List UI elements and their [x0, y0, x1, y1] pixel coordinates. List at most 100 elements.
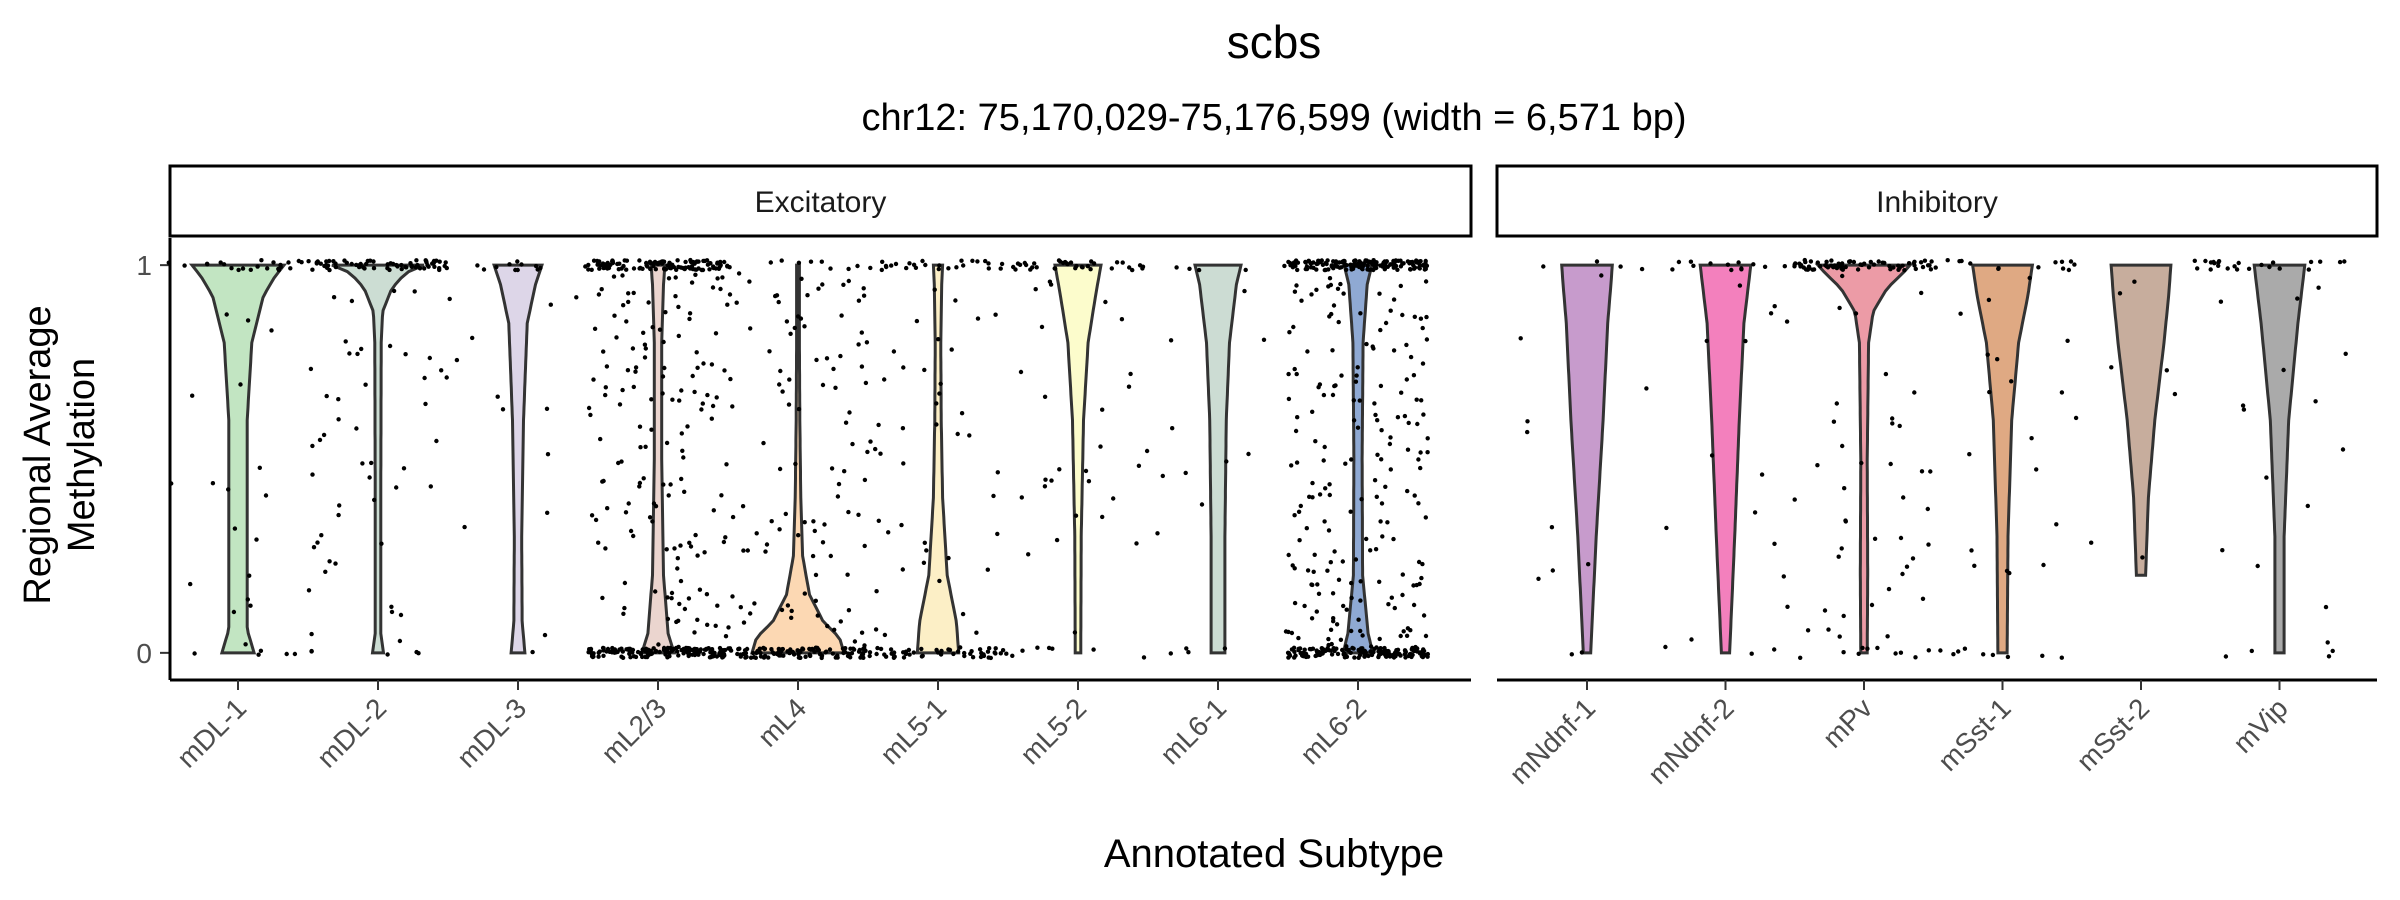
data-point — [1400, 312, 1405, 318]
data-point — [1404, 377, 1410, 382]
data-point — [1837, 305, 1842, 311]
data-point — [1379, 428, 1384, 433]
data-point — [846, 278, 851, 284]
data-point — [2267, 264, 2272, 270]
data-point — [1322, 444, 1327, 450]
data-point — [847, 410, 852, 415]
data-point — [401, 466, 407, 471]
data-point — [767, 349, 772, 354]
data-point — [226, 487, 231, 492]
data-point — [1349, 267, 1354, 272]
data-point — [867, 653, 872, 659]
data-point — [1871, 262, 1877, 267]
data-point — [1599, 273, 1604, 278]
data-point — [1405, 447, 1411, 452]
data-point — [724, 462, 729, 467]
data-point — [637, 484, 642, 489]
data-point — [714, 395, 719, 400]
data-point — [901, 655, 907, 660]
data-point — [631, 654, 637, 659]
data-point — [2240, 403, 2246, 408]
data-point — [959, 411, 965, 416]
data-point — [1418, 316, 1424, 321]
data-point — [403, 352, 408, 357]
data-point — [2326, 654, 2332, 659]
data-point — [586, 262, 591, 268]
data-point — [1938, 648, 1943, 653]
data-point — [1242, 288, 1247, 294]
data-point — [846, 266, 851, 272]
data-point — [1365, 263, 1370, 268]
data-point — [975, 316, 981, 321]
data-point — [2246, 266, 2252, 271]
data-point — [1336, 577, 1342, 582]
data-point — [2212, 261, 2217, 266]
data-point — [1340, 559, 1346, 564]
data-point — [2034, 467, 2039, 472]
data-point — [542, 632, 548, 638]
data-point — [677, 398, 682, 403]
data-point — [865, 449, 870, 455]
violin-group — [306, 258, 449, 657]
data-point — [1772, 304, 1777, 309]
data-point — [960, 611, 966, 617]
data-point — [1296, 635, 1301, 641]
data-point — [1119, 317, 1125, 322]
violin-mL5-1 — [915, 263, 961, 655]
data-point — [810, 553, 816, 559]
data-point — [1408, 267, 1413, 272]
data-point — [1897, 265, 1902, 270]
data-point — [690, 266, 696, 272]
data-point — [600, 261, 606, 266]
data-point — [802, 324, 807, 329]
data-point — [372, 497, 377, 503]
data-point — [1286, 396, 1292, 402]
data-point — [333, 561, 338, 566]
data-point — [1286, 552, 1291, 558]
data-point — [992, 650, 997, 655]
data-point — [833, 385, 838, 390]
data-point — [615, 261, 620, 267]
data-point — [761, 440, 766, 446]
data-point — [1423, 633, 1429, 639]
data-point — [1421, 647, 1426, 652]
data-point — [946, 266, 951, 271]
violin-mVip — [2252, 263, 2307, 655]
data-point — [901, 461, 906, 466]
data-point — [2059, 655, 2064, 660]
data-point — [939, 648, 944, 654]
y-axis-label-line-1: Regional Average — [17, 305, 59, 604]
data-point — [603, 546, 608, 551]
data-point — [1865, 646, 1870, 651]
data-point — [920, 653, 925, 658]
data-point — [1334, 622, 1340, 627]
violin-group — [586, 257, 730, 660]
data-point — [723, 634, 729, 639]
data-point — [533, 263, 539, 269]
data-point — [815, 613, 820, 618]
data-point — [1339, 373, 1344, 378]
data-point — [695, 649, 701, 654]
data-point — [1412, 493, 1417, 498]
data-point — [2004, 568, 2010, 574]
data-point — [592, 326, 598, 331]
data-point — [1391, 265, 1397, 270]
data-point — [1304, 526, 1310, 531]
data-point — [802, 520, 807, 525]
data-point — [626, 291, 631, 296]
data-point — [255, 264, 260, 269]
data-point — [1990, 652, 1996, 658]
data-point — [1912, 259, 1917, 264]
data-point — [442, 263, 447, 269]
data-point — [1402, 413, 1408, 419]
data-point — [1412, 314, 1418, 319]
data-point — [661, 647, 667, 653]
data-point — [1395, 267, 1400, 272]
data-point — [1913, 655, 1918, 660]
data-point — [1962, 646, 1968, 651]
data-point — [310, 443, 315, 449]
data-point — [1910, 556, 1916, 561]
data-point — [1400, 592, 1405, 598]
data-point — [648, 260, 653, 266]
data-point — [399, 262, 404, 268]
